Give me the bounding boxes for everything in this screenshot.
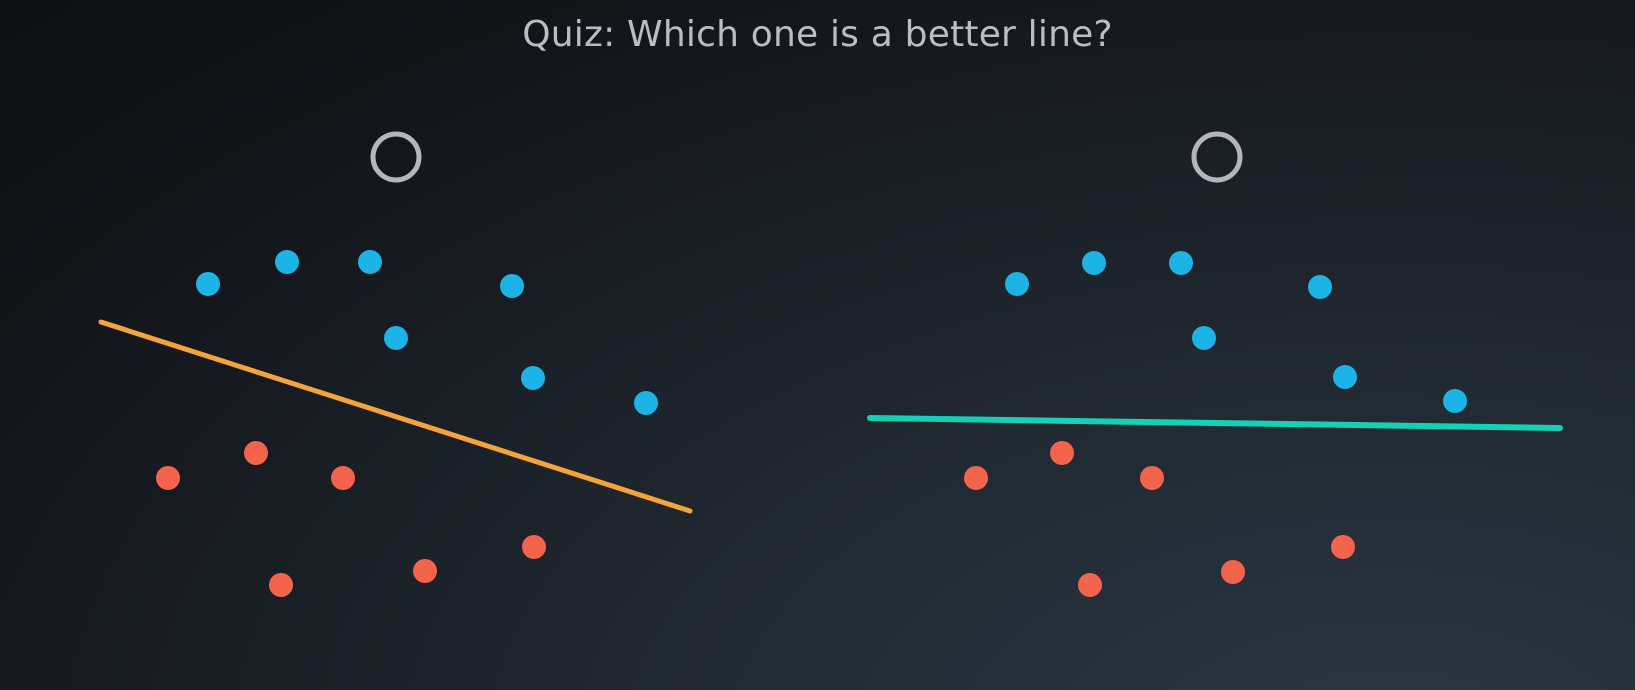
right-teal-line — [867, 415, 1563, 431]
red-point — [413, 559, 437, 583]
red-point — [244, 441, 268, 465]
red-point — [1331, 535, 1355, 559]
blue-point — [1169, 251, 1193, 275]
red-point — [331, 466, 355, 490]
left-blue-points — [196, 250, 658, 415]
blue-point — [521, 366, 545, 390]
red-point — [1221, 560, 1245, 584]
left-option-radio-icon[interactable] — [370, 131, 422, 183]
blue-point — [384, 326, 408, 350]
blue-point — [1333, 365, 1357, 389]
blue-point — [1192, 326, 1216, 350]
red-point — [269, 573, 293, 597]
blue-point — [1443, 389, 1467, 413]
red-point — [522, 535, 546, 559]
blue-point — [634, 391, 658, 415]
red-point — [1078, 573, 1102, 597]
left-option-panel[interactable] — [98, 131, 693, 597]
blue-point — [500, 274, 524, 298]
quiz-title: Quiz: Which one is a better line? — [522, 14, 1113, 55]
blue-point — [1308, 275, 1332, 299]
right-option-panel[interactable] — [867, 131, 1563, 597]
left-orange-line — [98, 319, 693, 514]
blue-point — [275, 250, 299, 274]
blue-point — [1082, 251, 1106, 275]
red-point — [964, 466, 988, 490]
right-red-points — [964, 441, 1355, 597]
red-point — [156, 466, 180, 490]
right-blue-points — [1005, 251, 1467, 413]
blue-point — [358, 250, 382, 274]
left-red-points — [156, 441, 546, 597]
right-option-radio-icon[interactable] — [1191, 131, 1243, 183]
blue-point — [196, 272, 220, 296]
red-point — [1140, 466, 1164, 490]
red-point — [1050, 441, 1074, 465]
blue-point — [1005, 272, 1029, 296]
